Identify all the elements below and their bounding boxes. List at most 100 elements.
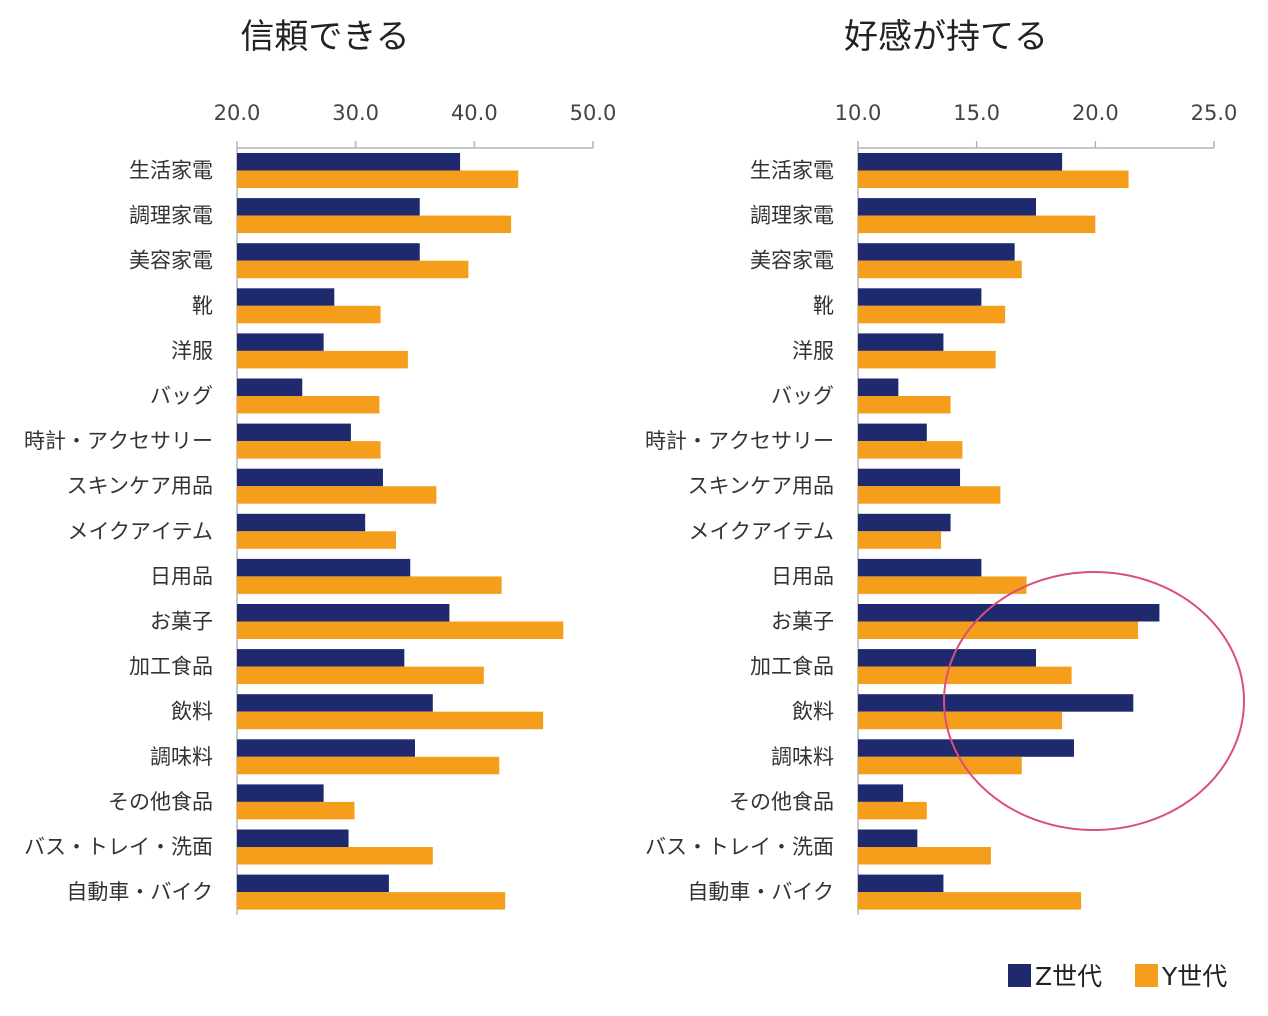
bar-y-generation	[858, 350, 996, 369]
chart-panel-favorability: 好感が持てる 10.0 15.0 20.0 25.0 生活家電調理家電美容家電靴洋服バッ…	[645, 17, 1237, 915]
category-label: 美容家電	[750, 249, 834, 273]
x-tick-label: 50.0	[570, 101, 617, 125]
bar-z-generation	[858, 739, 1074, 757]
chart-title-trust: 信頼できる	[240, 17, 409, 57]
category-label: メイクアイテム	[67, 519, 213, 543]
category-label: 加工食品	[129, 655, 213, 679]
category-label: 時計・アクセサリー	[24, 429, 213, 453]
legend-label-z: Z世代	[1035, 962, 1102, 991]
category-label: 調理家電	[129, 204, 213, 228]
bar-y-generation	[237, 847, 433, 865]
bar-z-generation	[237, 513, 366, 532]
bar-z-generation	[237, 378, 303, 396]
bar-z-generation	[858, 829, 918, 847]
category-label: スキンケア用品	[67, 474, 213, 498]
bar-y-generation	[237, 666, 484, 685]
bar-z-generation	[237, 558, 411, 577]
bar-y-generation	[858, 847, 991, 865]
category-label: 自動車・バイク	[66, 880, 213, 904]
category-label: バッグ	[771, 384, 834, 408]
category-label: バス・トレイ・洗面	[645, 835, 834, 859]
bar-y-generation	[858, 666, 1072, 685]
category-label: 靴	[192, 294, 213, 318]
bar-z-generation	[858, 198, 1036, 216]
bar-z-generation	[237, 694, 433, 712]
bar-z-generation	[237, 784, 324, 802]
category-label: 日用品	[150, 564, 213, 588]
x-tick-label: 15.0	[953, 101, 1000, 125]
legend-label-y: Y世代	[1161, 962, 1227, 991]
bar-z-generation	[237, 739, 415, 757]
bar-z-generation	[237, 333, 324, 351]
legend: Z世代 Y世代	[1008, 962, 1227, 991]
bar-y-generation	[237, 486, 437, 504]
bar-y-generation	[237, 892, 506, 910]
category-label: 調味料	[771, 745, 834, 769]
chart-title-favorability: 好感が持てる	[844, 17, 1048, 57]
bar-z-generation	[237, 153, 461, 171]
bar-y-generation	[858, 486, 1001, 504]
category-label: 靴	[813, 294, 834, 318]
bar-y-generation	[858, 305, 1006, 324]
bar-y-generation	[237, 576, 502, 594]
bar-z-generation	[858, 333, 944, 351]
bar-y-generation	[237, 170, 519, 188]
bar-y-generation	[237, 305, 381, 324]
bar-z-generation	[237, 649, 405, 667]
bar-z-generation	[858, 423, 927, 442]
bar-z-generation	[858, 604, 1160, 622]
category-label: 洋服	[792, 339, 834, 363]
category-label: 調味料	[150, 745, 213, 769]
bar-z-generation	[858, 558, 982, 577]
bar-y-generation	[237, 350, 408, 369]
category-label: 自動車・バイク	[687, 880, 834, 904]
bar-z-generation	[858, 243, 1015, 261]
chart-panel-trust: 信頼できる 20.0 30.0 40.0 50.0 生活家電調理家電美容家電靴洋服バッグ…	[24, 17, 616, 915]
bar-y-generation	[237, 711, 544, 730]
legend-swatch-y	[1135, 964, 1158, 987]
bar-y-generation	[237, 621, 564, 639]
bar-z-generation	[858, 513, 951, 532]
category-label: スキンケア用品	[688, 474, 834, 498]
bar-z-generation	[237, 829, 349, 847]
bar-y-generation	[237, 801, 355, 820]
category-label: バス・トレイ・洗面	[24, 835, 213, 859]
highlight-circle	[943, 571, 1245, 831]
bar-z-generation	[237, 874, 389, 893]
category-label: メイクアイテム	[688, 519, 834, 543]
bar-y-generation	[858, 170, 1129, 188]
bar-z-generation	[237, 198, 420, 216]
bar-z-generation	[237, 288, 335, 306]
category-label: 飲料	[792, 700, 834, 724]
bar-y-generation	[237, 531, 397, 549]
bar-y-generation	[858, 621, 1139, 639]
bar-y-generation	[237, 260, 469, 279]
bar-z-generation	[858, 874, 944, 893]
bar-z-generation	[858, 784, 904, 802]
bar-y-generation	[858, 576, 1027, 594]
category-label: 洋服	[171, 339, 213, 363]
bar-z-generation	[858, 288, 982, 306]
category-label: 加工食品	[750, 655, 834, 679]
category-label: その他食品	[108, 790, 213, 814]
category-label: バッグ	[150, 384, 213, 408]
bar-y-generation	[858, 260, 1022, 279]
bar-y-generation	[858, 441, 963, 459]
bar-y-generation	[237, 215, 512, 234]
category-label: 美容家電	[129, 249, 213, 273]
x-tick-label: 20.0	[1072, 101, 1119, 125]
legend-swatch-z	[1008, 964, 1031, 987]
bar-z-generation	[858, 153, 1063, 171]
category-label: 時計・アクセサリー	[645, 429, 834, 453]
bar-y-generation	[858, 756, 1022, 775]
category-label: 調理家電	[750, 204, 834, 228]
x-tick-label: 40.0	[451, 101, 498, 125]
category-label: お菓子	[771, 610, 834, 634]
category-label: 日用品	[771, 564, 834, 588]
bar-z-generation	[237, 243, 420, 261]
bar-z-generation	[237, 423, 351, 442]
bar-z-generation	[858, 694, 1134, 712]
category-label: お菓子	[150, 610, 213, 634]
x-tick-label: 25.0	[1191, 101, 1238, 125]
bar-y-generation	[237, 756, 500, 775]
